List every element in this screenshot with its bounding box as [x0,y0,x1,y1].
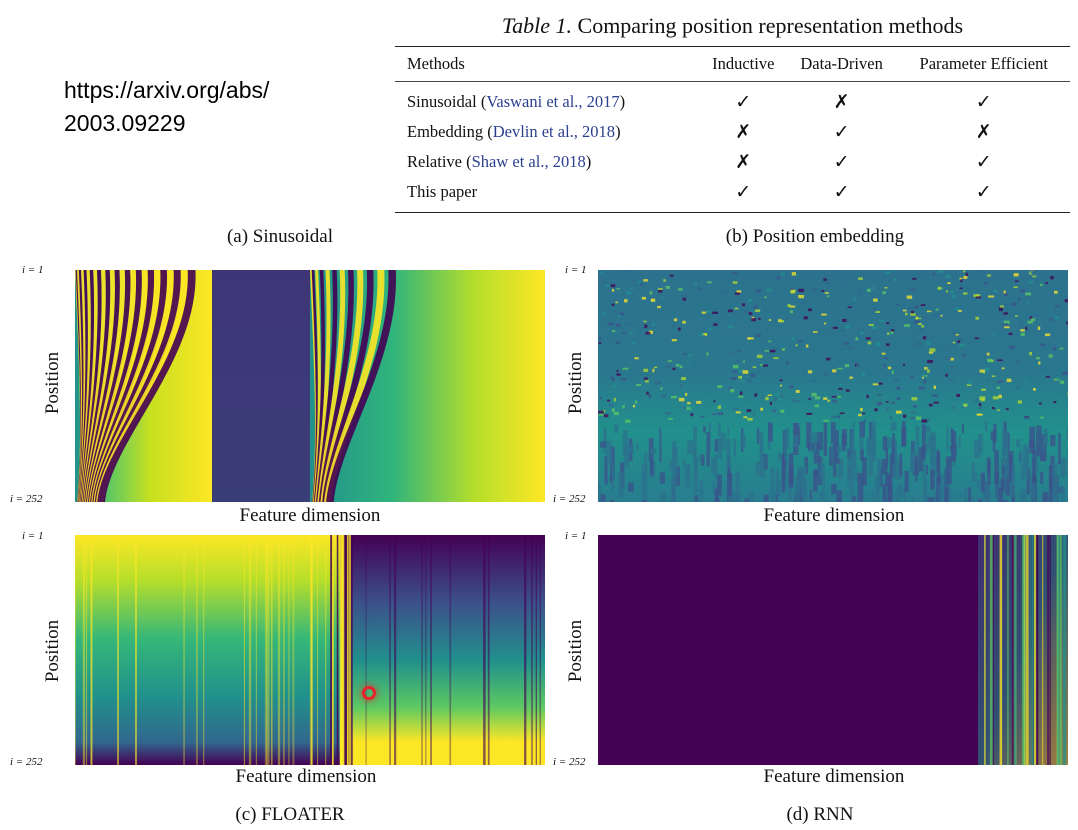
table-row: This paper ✓ ✓ ✓ [395,177,1070,213]
table-row: Embedding (Devlin et al., 2018) ✗ ✓ ✗ [395,117,1070,147]
table-row: Relative (Shaw et al., 2018) ✗ ✓ ✓ [395,147,1070,177]
method-name: Relative [407,152,462,171]
panel-b-noise [598,270,1068,502]
column-header-methods: Methods [407,54,465,73]
panel-c-ylabel: Position [42,619,63,683]
column-header-inductive: Inductive [712,54,775,73]
mark-cell: ✓ [735,91,752,113]
panel-a-ylabel: Position [42,351,63,415]
panel-d-vertical-lines [984,535,1067,765]
panel-a-flat-band [212,270,310,502]
panel-a-stripes-left [75,270,196,502]
mark-cell: ✗ [735,151,752,173]
mark-cell: ✓ [833,151,850,173]
panel-c-vertical-lines [75,535,541,765]
method-cell: This paper [395,177,701,213]
comparison-table-block: Table 1. Comparing position representati… [395,12,1070,213]
mark-cell: ✗ [975,121,992,143]
table-row: Sinusoidal (Vaswani et al., 2017) ✓ ✗ ✓ [395,82,1070,118]
panel-a-xlabel: Feature dimension [239,505,381,526]
panel-b-tick-bottom: i = 252 [553,493,586,505]
panel-c-heatmap [75,535,545,765]
method-cell: Embedding (Devlin et al., 2018) [407,122,621,141]
citation-link[interactable]: Shaw et al., 2018 [471,152,586,171]
table-caption: Table 1. Comparing position representati… [395,12,1070,40]
panel-a-caption: (a) Sinusoidal [226,226,334,247]
panel-d-tick-top: i = 1 [565,530,587,542]
panel-d-heatmap [598,535,1068,765]
mark-cell: ✓ [735,181,752,203]
citation-link[interactable]: Vaswani et al., 2017 [486,92,620,111]
citation-link[interactable]: Devlin et al., 2018 [492,122,616,141]
comparison-table: Methods Inductive Data-Driven Parameter … [395,46,1070,213]
panel-b-ylabel: Position [565,351,586,415]
panel-d-caption: (d) RNN [786,804,854,825]
panel-d-tick-bottom: i = 252 [553,756,586,768]
panel-c-tick-top: i = 1 [22,530,44,542]
cursor-marker [362,686,376,700]
method-cell: Relative (Shaw et al., 2018) [407,152,592,171]
panel-c-left-gradient [75,535,340,765]
panel-c-right-gradient [340,535,545,765]
mark-cell: ✓ [975,151,992,173]
panel-d-ylabel: Position [565,619,586,683]
panel-c-tick-bottom: i = 252 [10,756,43,768]
panel-c-caption: (c) FLOATER [235,804,345,825]
table-header-row: Methods Inductive Data-Driven Parameter … [395,46,1070,82]
panel-a-flat-band-shade [212,270,310,502]
panel-a-left-half [75,270,310,502]
panel-a-tick-bottom: i = 252 [10,493,43,505]
mark-cell: ✓ [975,181,992,203]
panel-b-caption: (b) Position embedding [725,226,905,247]
mark-cell: ✓ [833,121,850,143]
mark-cell: ✗ [833,91,850,113]
panel-a-heatmap [75,270,545,502]
mark-cell: ✓ [975,91,992,113]
panel-b-tick-top: i = 1 [565,264,587,276]
panel-d-xlabel: Feature dimension [763,766,905,787]
column-header-parameter-efficient: Parameter Efficient [919,54,1048,73]
method-name: Sinusoidal [407,92,477,111]
mark-cell: ✓ [833,181,850,203]
panel-a-stripes-right [310,270,396,502]
method-cell: Sinusoidal (Vaswani et al., 2017) [407,92,626,111]
panel-b-heatmap [598,270,1068,502]
method-name: This paper [407,182,478,201]
source-url-text: https://arxiv.org/abs/ 2003.09229 [64,77,270,136]
method-name: Embedding [407,122,484,141]
panel-a-right-half [310,270,545,502]
panel-b-xlabel: Feature dimension [763,505,905,526]
table-caption-text: Comparing position representation method… [577,13,964,38]
mark-cell: ✗ [735,121,752,143]
column-header-data-driven: Data-Driven [800,54,883,73]
panel-c-xlabel: Feature dimension [235,766,377,787]
panel-a-tick-top: i = 1 [22,264,44,276]
source-url: https://arxiv.org/abs/ 2003.09229 [64,74,364,140]
table-caption-prefix: Table 1. [501,13,573,38]
